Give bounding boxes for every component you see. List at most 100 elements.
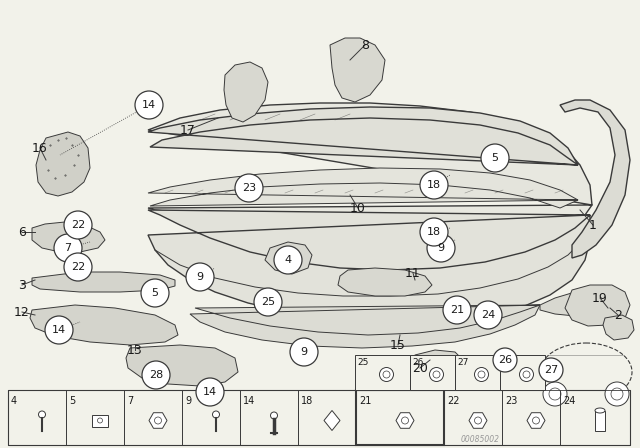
Text: 26: 26 <box>498 355 512 365</box>
Text: 9: 9 <box>185 396 191 406</box>
Bar <box>455 355 500 390</box>
Polygon shape <box>32 222 105 252</box>
Circle shape <box>420 218 448 246</box>
Circle shape <box>605 382 629 406</box>
Text: 5: 5 <box>152 288 159 298</box>
Circle shape <box>54 234 82 262</box>
Circle shape <box>64 253 92 281</box>
Text: 22: 22 <box>447 396 460 406</box>
Polygon shape <box>565 285 630 326</box>
Text: 18: 18 <box>301 396 313 406</box>
Text: 20: 20 <box>412 362 428 375</box>
Polygon shape <box>338 268 432 296</box>
Polygon shape <box>469 413 487 428</box>
Circle shape <box>420 171 448 199</box>
Bar <box>500 355 545 390</box>
Circle shape <box>186 263 214 291</box>
Text: 23: 23 <box>505 396 517 406</box>
Circle shape <box>142 361 170 389</box>
Text: 7: 7 <box>127 396 133 406</box>
Text: 00085002: 00085002 <box>461 435 499 444</box>
Text: 14: 14 <box>203 387 217 397</box>
Text: 22: 22 <box>71 220 85 230</box>
Text: 25: 25 <box>261 297 275 307</box>
Bar <box>502 390 560 445</box>
Bar <box>410 355 455 390</box>
Circle shape <box>290 338 318 366</box>
Text: 18: 18 <box>427 180 441 190</box>
Text: 6: 6 <box>18 225 26 238</box>
Circle shape <box>543 382 567 406</box>
Circle shape <box>45 316 73 344</box>
Text: 1: 1 <box>589 219 597 232</box>
Polygon shape <box>603 315 634 340</box>
Ellipse shape <box>520 367 534 382</box>
Circle shape <box>493 348 517 372</box>
Circle shape <box>274 246 302 274</box>
Bar <box>8 390 630 445</box>
Polygon shape <box>265 242 312 274</box>
Polygon shape <box>148 103 592 240</box>
Text: 5: 5 <box>69 396 76 406</box>
Circle shape <box>196 378 224 406</box>
Text: 3: 3 <box>18 279 26 292</box>
Text: 24: 24 <box>563 396 575 406</box>
Circle shape <box>254 288 282 316</box>
Ellipse shape <box>212 411 220 418</box>
Bar <box>355 355 410 390</box>
Text: 4: 4 <box>11 396 17 406</box>
Text: 19: 19 <box>592 292 608 305</box>
Text: 25: 25 <box>357 358 369 367</box>
Circle shape <box>427 234 455 262</box>
Circle shape <box>135 91 163 119</box>
Text: 9: 9 <box>300 347 308 357</box>
Ellipse shape <box>271 412 278 419</box>
Text: 4: 4 <box>284 255 292 265</box>
Bar <box>444 390 502 445</box>
Text: 27: 27 <box>544 365 558 375</box>
Polygon shape <box>148 107 578 165</box>
Bar <box>240 390 298 445</box>
Text: 22: 22 <box>71 262 85 272</box>
Polygon shape <box>32 272 175 292</box>
Polygon shape <box>148 168 578 208</box>
Polygon shape <box>190 305 540 348</box>
Bar <box>66 390 124 445</box>
Ellipse shape <box>429 367 444 382</box>
Polygon shape <box>324 410 340 431</box>
Text: 9: 9 <box>437 243 445 253</box>
Bar <box>356 390 444 445</box>
Text: 10: 10 <box>350 202 366 215</box>
Bar <box>560 390 630 445</box>
Text: 21: 21 <box>450 305 464 315</box>
Text: 21: 21 <box>359 396 371 406</box>
Circle shape <box>141 279 169 307</box>
Text: 14: 14 <box>52 325 66 335</box>
Text: 7: 7 <box>65 243 72 253</box>
Ellipse shape <box>38 411 45 418</box>
Text: 28: 28 <box>149 370 163 380</box>
Text: 2: 2 <box>614 309 622 322</box>
Text: 16: 16 <box>32 142 48 155</box>
Polygon shape <box>412 350 465 382</box>
Text: 12: 12 <box>14 306 30 319</box>
Ellipse shape <box>540 343 632 401</box>
Bar <box>8 390 66 445</box>
Text: 27: 27 <box>457 358 468 367</box>
Polygon shape <box>540 290 628 320</box>
Polygon shape <box>148 210 590 320</box>
Circle shape <box>443 296 471 324</box>
Text: 14: 14 <box>243 396 255 406</box>
Polygon shape <box>330 38 385 102</box>
Ellipse shape <box>474 367 488 382</box>
Text: 17: 17 <box>180 124 196 137</box>
Polygon shape <box>527 413 545 428</box>
Circle shape <box>481 144 509 172</box>
Ellipse shape <box>595 408 605 413</box>
Circle shape <box>474 301 502 329</box>
Polygon shape <box>396 413 414 428</box>
Bar <box>124 390 182 445</box>
Text: 9: 9 <box>196 272 204 282</box>
Bar <box>182 390 240 445</box>
Text: 5: 5 <box>492 153 499 163</box>
